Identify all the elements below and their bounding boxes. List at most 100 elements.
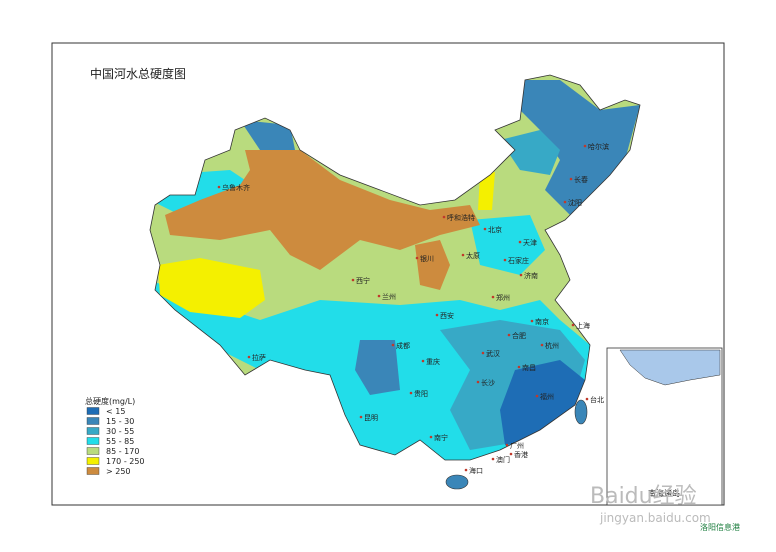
city-dot	[491, 457, 495, 461]
city-label: 拉萨	[252, 353, 266, 362]
city-dot	[442, 215, 446, 219]
city-dot	[391, 343, 395, 347]
legend-label: 55 - 85	[106, 437, 134, 446]
city-label: 南京	[535, 317, 549, 326]
map-title: 中国河水总硬度图	[90, 66, 186, 81]
city-label: 北京	[488, 225, 502, 234]
hainan	[445, 474, 469, 490]
legend-label: > 250	[106, 467, 131, 476]
watermark-brand: Baidu经验	[590, 484, 697, 509]
city-label: 郑州	[496, 294, 510, 302]
region	[470, 215, 545, 275]
city-label: 南昌	[522, 363, 536, 372]
city-dot	[517, 365, 521, 369]
legend-title: 总硬度(mg/L)	[85, 396, 135, 406]
city-dot	[505, 443, 509, 447]
taiwan	[574, 399, 588, 425]
region	[240, 120, 295, 150]
city-dot	[415, 256, 419, 260]
city-dot	[481, 351, 485, 355]
city-dot	[535, 394, 539, 398]
city-dot	[563, 200, 567, 204]
city-dot	[518, 240, 522, 244]
city-dot	[476, 380, 480, 384]
city-dot	[464, 468, 468, 472]
city-dot	[377, 294, 381, 298]
city-label: 香港	[514, 450, 528, 459]
city-label: 乌鲁木齐	[222, 183, 250, 192]
city-label: 重庆	[426, 357, 440, 366]
city-label: 太原	[466, 251, 480, 260]
region	[500, 130, 560, 175]
watermark-logo: 洛阳信息港	[700, 522, 740, 532]
city-dot	[509, 452, 513, 456]
inset-label: 南海诸岛	[648, 488, 680, 498]
city-dot	[483, 227, 487, 231]
city-label: 兰州	[382, 292, 396, 301]
city-label: 杭州	[545, 341, 559, 350]
city-dot	[503, 258, 507, 262]
city-label: 贵阳	[414, 389, 428, 398]
watermark-url: jingyan.baidu.com	[599, 511, 711, 525]
city-label: 成都	[396, 341, 410, 350]
city-label: 澳门	[496, 455, 510, 464]
city-label: 昆明	[364, 414, 378, 422]
city-label: 石家庄	[508, 256, 529, 265]
city-label: 长沙	[481, 378, 495, 387]
city-label: 哈尔滨	[588, 142, 609, 151]
legend-swatch	[86, 427, 100, 435]
city-dot	[421, 359, 425, 363]
city-label: 西宁	[356, 276, 370, 285]
city-dot	[569, 177, 573, 181]
city-label: 台北	[590, 395, 604, 404]
city-dot	[583, 144, 587, 148]
city-label: 武汉	[486, 349, 500, 358]
legend-label: < 15	[106, 407, 125, 416]
city-label: 呼和浩特	[447, 213, 475, 222]
city-dot	[491, 295, 495, 299]
city-label: 银川	[420, 254, 434, 263]
city-label: 济南	[524, 271, 538, 280]
legend-swatch	[86, 417, 100, 425]
city-dot	[519, 273, 523, 277]
city-dot	[429, 435, 433, 439]
china-outline	[149, 74, 641, 461]
region	[158, 258, 265, 318]
legend-swatch	[86, 447, 100, 455]
legend-label: 15 - 30	[106, 417, 134, 426]
legend-label: 85 - 170	[106, 447, 139, 456]
city-label: 长春	[574, 175, 588, 184]
region	[355, 340, 400, 395]
city-dot	[571, 323, 575, 327]
city-dot	[530, 319, 534, 323]
city-dot	[461, 253, 465, 257]
city-dot	[247, 355, 251, 359]
city-label: 沈阳	[568, 198, 582, 207]
city-dot	[217, 185, 221, 189]
legend-swatch	[86, 467, 100, 475]
city-dot	[409, 391, 413, 395]
city-dot	[507, 333, 511, 337]
city-label: 上海	[576, 321, 590, 330]
legend-label: 170 - 250	[106, 457, 145, 466]
region	[520, 80, 640, 215]
region	[415, 240, 450, 290]
region	[500, 360, 585, 445]
inset-land	[619, 349, 721, 386]
city-dot	[435, 313, 439, 317]
city-dot	[585, 397, 589, 401]
city-label: 南宁	[434, 433, 448, 442]
legend-swatch	[86, 457, 100, 465]
region	[478, 172, 495, 210]
city-label: 福州	[540, 392, 554, 401]
city-label: 西安	[440, 311, 454, 320]
city-dot	[540, 343, 544, 347]
city-dot	[351, 278, 355, 282]
city-label: 合肥	[512, 331, 526, 340]
city-label: 广州	[510, 441, 524, 450]
legend-label: 30 - 55	[106, 427, 134, 436]
city-label: 海口	[469, 466, 483, 475]
